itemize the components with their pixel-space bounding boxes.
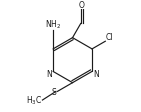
- Text: NH$_2$: NH$_2$: [45, 18, 61, 31]
- Text: H$_3$C: H$_3$C: [26, 94, 42, 106]
- Text: N: N: [46, 70, 52, 79]
- Text: N: N: [93, 70, 99, 79]
- Text: S: S: [52, 87, 57, 96]
- Text: Cl: Cl: [106, 32, 113, 41]
- Text: O: O: [79, 1, 85, 10]
